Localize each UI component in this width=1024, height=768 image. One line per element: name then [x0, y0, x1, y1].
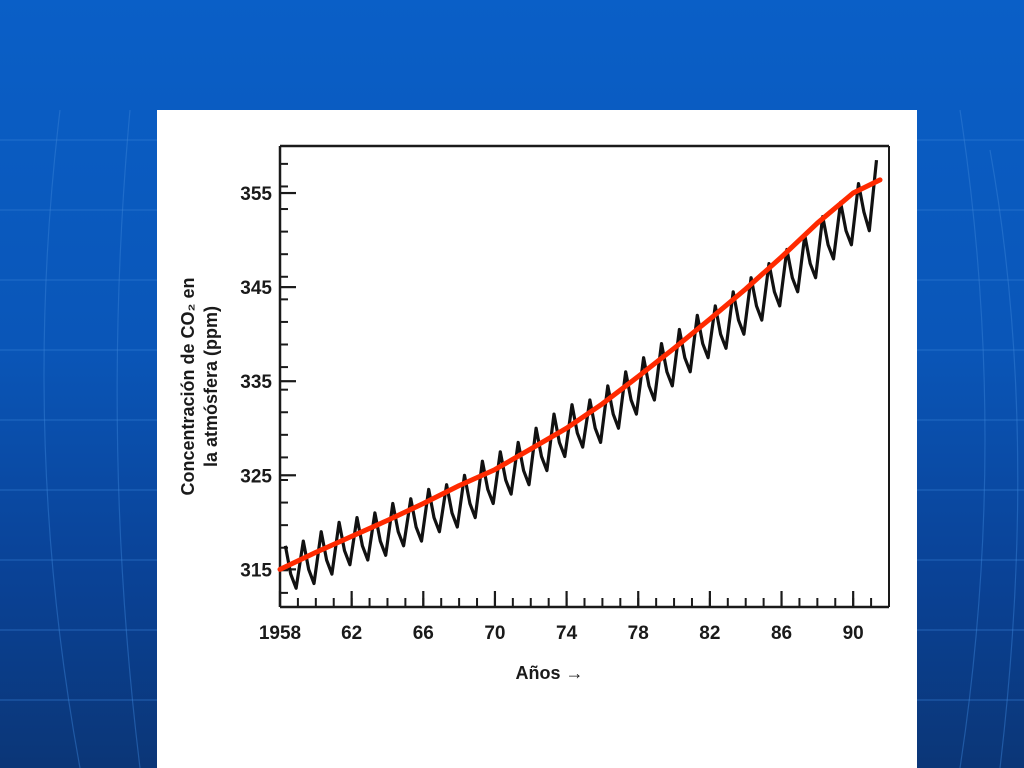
x-tick-label: 82 [699, 623, 720, 644]
x-tick-label: 70 [484, 623, 505, 644]
x-tick-label: 90 [843, 623, 864, 644]
x-tick-label: 86 [771, 623, 792, 644]
x-axis-title: Años → [515, 663, 583, 683]
series-layer [277, 159, 883, 590]
x-tick-label: 66 [413, 623, 434, 644]
y-tick-label: 355 [240, 184, 272, 205]
plot-area [280, 144, 890, 607]
y-tick-label: 325 [240, 466, 272, 487]
y-tick-label: 335 [240, 372, 272, 393]
y-tick-label: 345 [240, 278, 272, 299]
series-line-measured [283, 159, 879, 590]
x-tick-label: 74 [556, 623, 578, 644]
x-tick-label: 1958 [259, 623, 301, 644]
chart-panel: 315 325 335 345 355 1958 62 66 70 74 78 82 86 90 Años… [157, 110, 917, 768]
x-tick-label: 78 [628, 623, 649, 644]
y-axis-title: Concentración de CO₂ en la atmósfera (pp… [178, 277, 221, 495]
series-line-trend [277, 177, 883, 572]
axes: 315 325 335 345 355 1958 62 66 70 74 78 82 86 90 [240, 146, 890, 644]
x-tick-label: 62 [341, 623, 362, 644]
y-tick-label: 315 [240, 560, 272, 581]
y-axis-title-line-2: la atmósfera (ppm) [201, 306, 221, 467]
co2-chart: 315 325 335 345 355 1958 62 66 70 74 78 82 86 90 Años… [178, 144, 890, 683]
y-axis-title-line-1: Concentración de CO₂ en [178, 277, 198, 495]
